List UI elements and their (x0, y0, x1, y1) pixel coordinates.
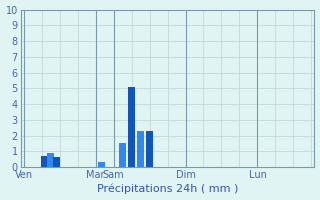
Bar (119, 143, 126, 167)
Bar (53, 157, 60, 167)
Bar (47, 153, 54, 167)
Bar (98, 162, 105, 167)
X-axis label: Précipitations 24h ( mm ): Précipitations 24h ( mm ) (97, 184, 238, 194)
Bar (146, 131, 153, 167)
Bar (41, 156, 48, 167)
Bar (128, 87, 135, 167)
Bar (137, 131, 144, 167)
